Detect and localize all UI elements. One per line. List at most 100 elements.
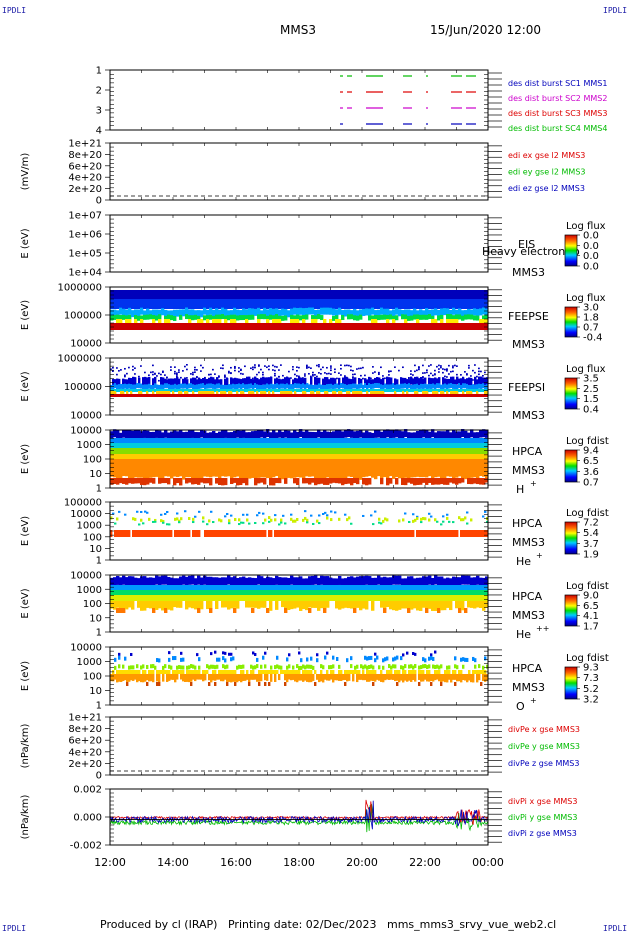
colorbar-tick-label: 7.3 bbox=[583, 673, 599, 684]
colorbar-tick-label: 0.0 bbox=[583, 241, 599, 252]
y-axis-label: (nPa/km) bbox=[20, 795, 31, 840]
date-title: 15/Jun/2020 12:00 bbox=[430, 23, 541, 37]
x-tick-label: 20:00 bbox=[346, 856, 378, 869]
panel-burst bbox=[109, 69, 489, 131]
y-tick-label: 1000 bbox=[77, 585, 102, 596]
species-label: O bbox=[516, 700, 525, 713]
y-axis-label: E (eV) bbox=[20, 371, 31, 401]
x-tick-label: 16:00 bbox=[220, 856, 252, 869]
y-axis-label: E (eV) bbox=[20, 516, 31, 546]
frame-ticks bbox=[109, 575, 502, 632]
y-tick-label: 1000 bbox=[77, 657, 102, 668]
y-tick-label: 4 bbox=[96, 126, 102, 137]
series-label: divPe z gse MMS3 bbox=[508, 759, 579, 768]
y-tick-label: 10000 bbox=[70, 411, 102, 422]
y-tick-label: 10 bbox=[89, 544, 102, 555]
species-charge: + bbox=[530, 696, 537, 705]
panel-feepse-marks bbox=[110, 290, 489, 330]
colorbar bbox=[564, 306, 578, 338]
corner-label-tr: IPDLI bbox=[603, 6, 628, 15]
y-tick-label: 10000 bbox=[70, 426, 102, 437]
panel-hpca_hepp-marks bbox=[110, 575, 489, 613]
instrument-label: FEEPSI bbox=[508, 381, 545, 394]
panel-frame bbox=[109, 69, 489, 131]
frame-ticks bbox=[109, 789, 502, 845]
colorbar-tick-label: 6.5 bbox=[583, 456, 599, 467]
y-tick-label: 1 bbox=[96, 556, 102, 567]
frame-ticks bbox=[109, 143, 502, 200]
colorbar-tick-label: 9.3 bbox=[583, 663, 599, 674]
footer-producer: Produced by cl (IRAP) bbox=[100, 918, 218, 931]
colorbar-title: Log fdist bbox=[566, 436, 609, 447]
series-line bbox=[109, 800, 488, 830]
spacecraft-label: MMS3 bbox=[512, 464, 545, 477]
colorbar-tick-label: 4.1 bbox=[583, 611, 599, 622]
colorbar-tick-label: 1.5 bbox=[583, 394, 599, 405]
spacecraft-label: MMS3 bbox=[512, 266, 545, 279]
series-label: des dist burst SC4 MMS4 bbox=[508, 124, 607, 133]
y-tick-label: 1000000 bbox=[57, 283, 102, 294]
colorbar-tick-label: -0.4 bbox=[583, 333, 603, 344]
series-label: edi ez gse l2 MMS3 bbox=[508, 184, 585, 193]
y-tick-label: 1000 bbox=[77, 521, 102, 532]
spacecraft-label: MMS3 bbox=[512, 409, 545, 422]
y-tick-label: 2 bbox=[96, 86, 102, 97]
footer-file: mms_mms3_srvy_vue_web2.cl bbox=[387, 918, 557, 931]
x-tick-label: 22:00 bbox=[409, 856, 441, 869]
footer-printing-date: Printing date: 02/Dec/2023 bbox=[227, 918, 377, 931]
series-label: des dist burst SC2 MMS2 bbox=[508, 94, 607, 103]
frame-ticks bbox=[109, 70, 502, 130]
y-tick-label: 2e+20 bbox=[68, 759, 102, 770]
x-tick-label: 18:00 bbox=[283, 856, 315, 869]
instrument-label: HPCA bbox=[512, 662, 543, 675]
panel-hpca_he bbox=[109, 501, 489, 561]
colorbar-tick-label: 0.7 bbox=[583, 478, 599, 489]
colorbar-tick-label: 3.7 bbox=[583, 539, 599, 550]
series-label: divPi z gse MMS3 bbox=[508, 829, 577, 838]
colorbar bbox=[564, 666, 578, 700]
panel-burst-marks bbox=[340, 75, 476, 125]
colorbar-tick-label: 7.2 bbox=[583, 518, 599, 529]
colorbar-tick-label: 9.0 bbox=[583, 591, 599, 602]
colorbar-title: Log flux bbox=[566, 293, 606, 304]
y-tick-label: 1 bbox=[96, 628, 102, 639]
panel-feepsi-marks bbox=[110, 364, 489, 397]
species-label: He bbox=[516, 628, 531, 641]
y-tick-label: 0.000 bbox=[73, 813, 102, 824]
y-tick-label: 6e+20 bbox=[68, 736, 102, 747]
series-label: divPi x gse MMS3 bbox=[508, 797, 577, 806]
colorbar-tick-label: 0.7 bbox=[583, 323, 599, 334]
y-tick-label: 3 bbox=[96, 106, 102, 117]
species-label: H bbox=[516, 483, 524, 496]
frame-ticks bbox=[109, 358, 502, 415]
y-axis-label: E (eV) bbox=[20, 300, 31, 330]
y-tick-label: 6e+20 bbox=[68, 161, 102, 172]
y-axis-label: E (eV) bbox=[20, 444, 31, 474]
y-tick-label: 0.002 bbox=[73, 785, 102, 796]
y-tick-label: 4e+20 bbox=[68, 173, 102, 184]
instrument-label: HPCA bbox=[512, 517, 543, 530]
panel-hpca_hepp bbox=[109, 574, 489, 633]
colorbar bbox=[564, 449, 578, 483]
y-tick-label: 10 bbox=[89, 686, 102, 697]
y-tick-label: -0.002 bbox=[70, 841, 102, 852]
colorbar-tick-label: 1.8 bbox=[583, 313, 599, 324]
spacecraft-label: MMS3 bbox=[512, 536, 545, 549]
instrument-label: HPCA bbox=[512, 445, 543, 458]
corner-label-tl: IPDLI bbox=[2, 6, 27, 15]
instrument-label: HPCA bbox=[512, 590, 543, 603]
series-label: divPe y gse MMS3 bbox=[508, 742, 580, 751]
y-tick-label: 1e+06 bbox=[68, 230, 102, 241]
colorbar-tick-label: 1.9 bbox=[583, 550, 599, 561]
panel-divpe bbox=[109, 716, 489, 776]
frame-ticks bbox=[109, 647, 502, 705]
panel-hpca_h bbox=[109, 429, 489, 489]
y-tick-label: 100 bbox=[83, 455, 102, 466]
panel-divpi-marks bbox=[109, 799, 488, 833]
panel-hpca_o bbox=[109, 646, 489, 706]
colorbar bbox=[564, 234, 578, 267]
panel-divpi bbox=[109, 788, 489, 846]
colorbar-tick-label: 3.5 bbox=[583, 374, 599, 385]
y-tick-label: 10000 bbox=[70, 339, 102, 350]
